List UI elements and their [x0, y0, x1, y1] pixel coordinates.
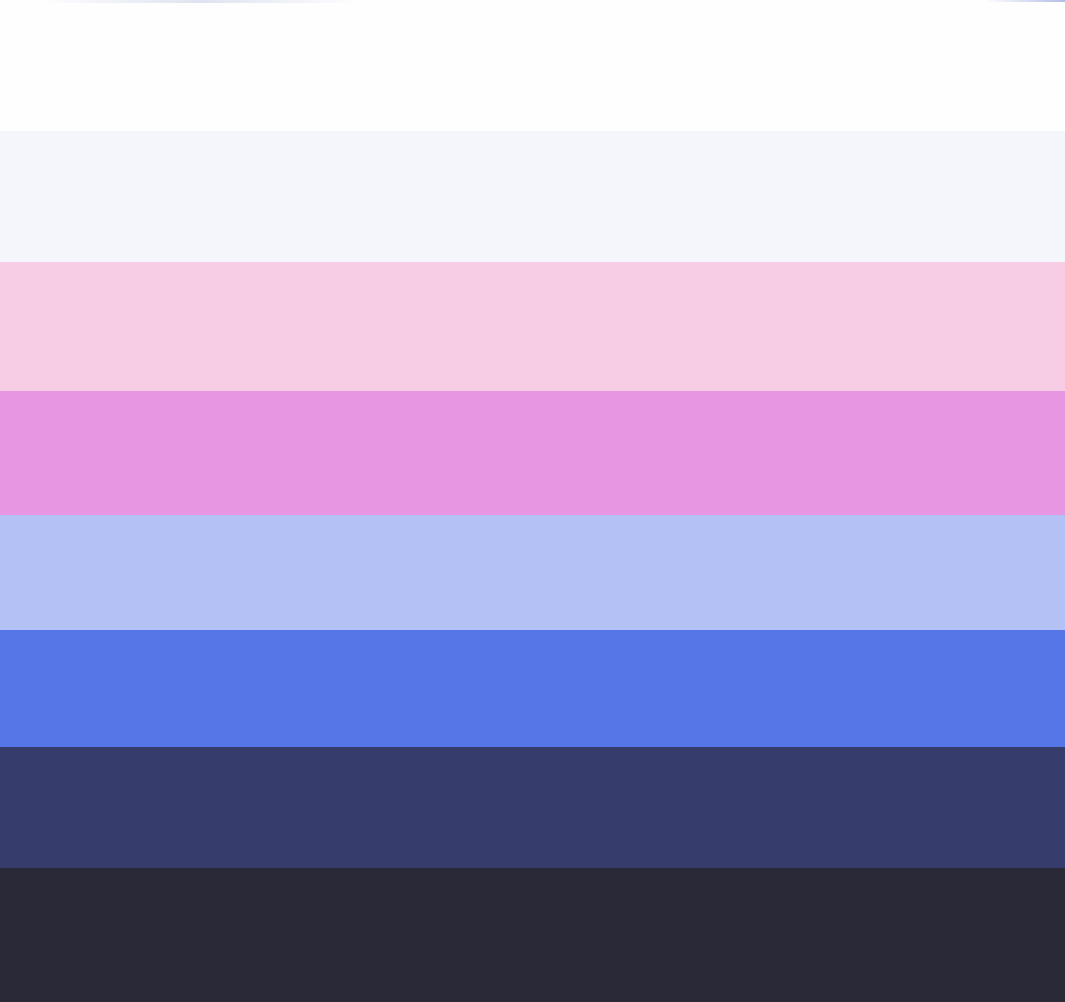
- swatch-1: [0, 0, 1065, 131]
- swatch-3: [0, 262, 1065, 391]
- swatch-6: [0, 630, 1065, 747]
- top-edge-accent: [985, 0, 1065, 2]
- swatch-4: [0, 391, 1065, 515]
- swatch-8: [0, 868, 1065, 1002]
- swatch-5: [0, 515, 1065, 630]
- swatch-2: [0, 131, 1065, 262]
- swatch-7: [0, 747, 1065, 868]
- top-edge-highlight: [40, 0, 360, 3]
